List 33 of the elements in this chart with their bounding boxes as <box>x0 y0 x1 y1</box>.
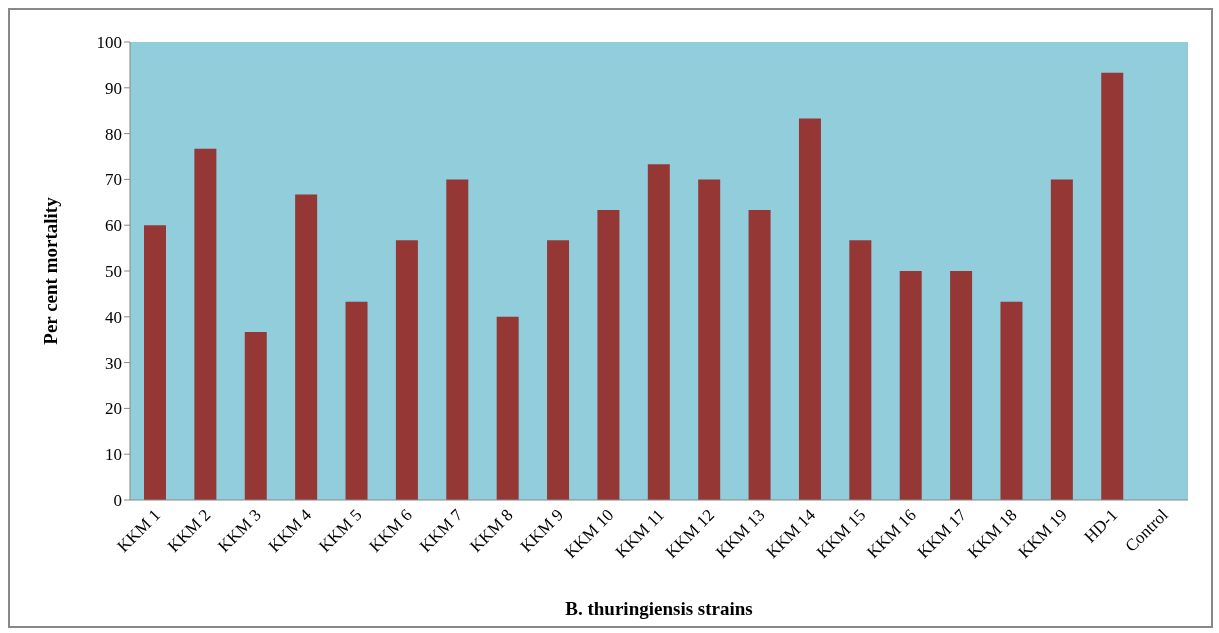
y-tick-label: 10 <box>105 445 122 465</box>
bar <box>647 164 670 500</box>
bar <box>194 148 217 500</box>
bar <box>698 179 721 500</box>
bar <box>798 118 821 500</box>
x-axis-title: B. thuringiensis strains <box>565 598 753 619</box>
y-axis-title: Per cent mortality <box>39 196 61 345</box>
bar <box>244 331 267 500</box>
y-tick-label: 100 <box>96 33 122 53</box>
bar <box>950 271 973 500</box>
bar <box>1050 179 1073 500</box>
bar <box>849 240 872 500</box>
y-tick-label: 50 <box>105 262 122 282</box>
y-tick-label: 80 <box>105 124 122 144</box>
bar <box>345 301 368 500</box>
bar <box>144 225 166 500</box>
bar <box>748 210 771 500</box>
bar <box>899 271 922 500</box>
y-tick-label: 0 <box>113 491 122 511</box>
y-tick-label: 30 <box>105 353 122 373</box>
y-tick-label: 60 <box>105 216 122 236</box>
y-tick-label: 20 <box>105 399 122 419</box>
y-tick-label: 90 <box>105 78 122 98</box>
y-tick-label: 40 <box>105 307 122 327</box>
bar <box>395 240 418 500</box>
bar <box>547 240 570 500</box>
bar <box>295 194 318 500</box>
bar <box>496 316 519 500</box>
bar <box>446 179 469 500</box>
bar <box>1000 301 1023 500</box>
bar <box>597 210 620 500</box>
bar <box>1101 72 1124 500</box>
y-tick-label: 70 <box>105 170 122 190</box>
